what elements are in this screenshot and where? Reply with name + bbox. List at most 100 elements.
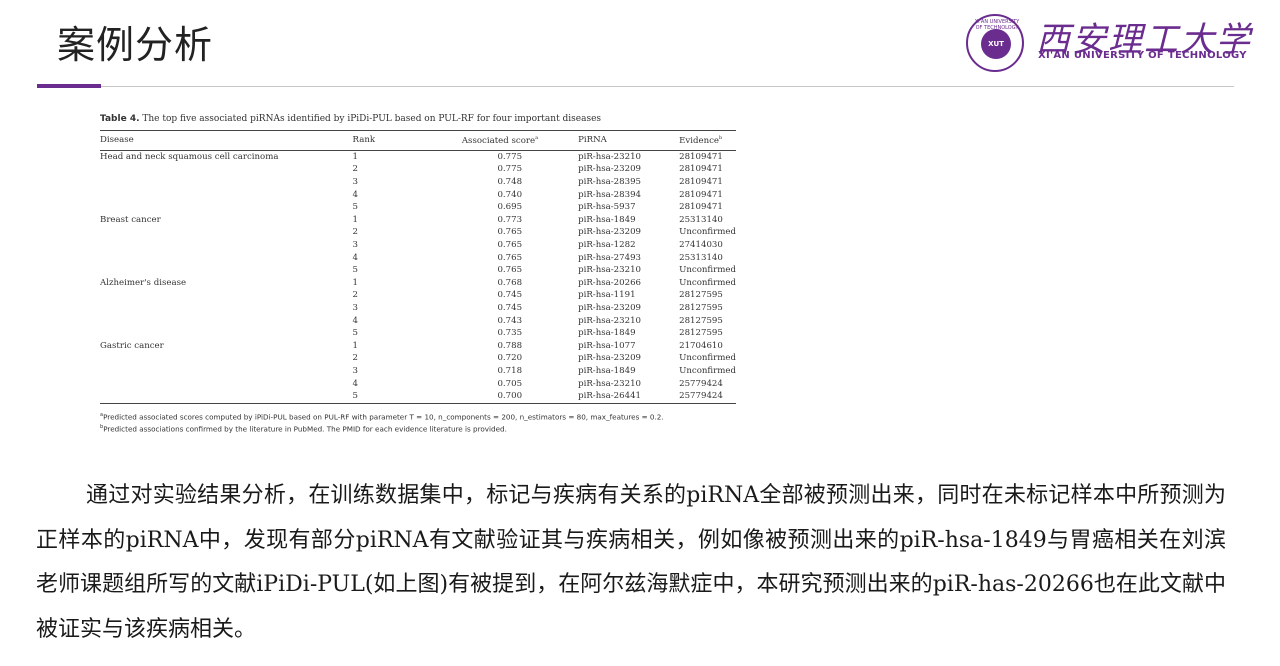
header-disease: Disease: [100, 135, 134, 146]
cell-pirna: piR-hsa-23210: [578, 151, 642, 162]
cell-score: 0.775: [497, 164, 523, 175]
cell-rank: 4: [352, 378, 359, 389]
header-score-label: Associated score: [461, 135, 536, 146]
table-row: 5 0.765 piR-hsa-23210 Unconfirmed: [100, 264, 736, 277]
cell-evidence: 25313140: [679, 214, 723, 225]
cell-pirna: piR-hsa-23209: [578, 302, 642, 313]
table-row: 5 0.695 piR-hsa-5937 28109471: [100, 201, 736, 214]
cell-rank: 5: [352, 265, 359, 276]
cell-evidence: 28109471: [679, 177, 723, 188]
cell-evidence: Unconfirmed: [679, 353, 736, 364]
seal-center-text: XUT: [981, 29, 1011, 59]
cell-score: 0.775: [497, 151, 523, 162]
table-footnotes: aPredicted associated scores computed by…: [100, 410, 736, 435]
footnote-a-mark: a: [100, 411, 104, 418]
cell-score: 0.695: [497, 202, 523, 213]
cell-pirna: piR-hsa-26441: [578, 391, 642, 402]
cell-score: 0.700: [497, 391, 523, 402]
cell-rank: 3: [352, 177, 359, 188]
table-row: 4 0.743 piR-hsa-23210 28127595: [100, 315, 736, 328]
table-row: 3 0.718 piR-hsa-1849 Unconfirmed: [100, 365, 736, 378]
cell-disease: [100, 302, 353, 315]
cell-pirna: piR-hsa-23210: [578, 265, 642, 276]
cell-disease: Alzheimer's disease: [100, 277, 187, 288]
footnote-a: aPredicted associated scores computed by…: [100, 410, 736, 422]
cell-rank: 3: [352, 365, 359, 376]
university-logo: XI'AN UNIVERSITY OF TECHNOLOGY XUT 西安理工大…: [966, 14, 1250, 74]
table-body: Head and neck squamous cell carcinoma 1 0.…: [100, 150, 736, 404]
cell-disease: Breast cancer: [100, 214, 161, 225]
university-seal-icon: XI'AN UNIVERSITY OF TECHNOLOGY XUT: [966, 14, 1024, 72]
header-evidence: Evidenceb: [679, 131, 736, 151]
cell-disease: [100, 378, 353, 391]
cell-evidence: Unconfirmed: [679, 227, 736, 238]
cell-evidence: 28127595: [679, 302, 723, 313]
cell-pirna: piR-hsa-20266: [578, 277, 642, 288]
header-rank: Rank: [352, 135, 376, 146]
cell-score: 0.745: [497, 302, 523, 313]
cell-rank: 1: [352, 151, 359, 162]
cell-rank: 3: [352, 240, 359, 251]
table-figure: Table 4. The top five associated piRNAs …: [100, 114, 736, 435]
cell-evidence: 28109471: [679, 202, 723, 213]
cell-score: 0.705: [497, 378, 523, 389]
cell-disease: [100, 365, 353, 378]
header-divider: [101, 86, 1234, 87]
cell-rank: 2: [352, 227, 359, 238]
cell-evidence: 21704610: [679, 340, 723, 351]
cell-rank: 2: [352, 353, 359, 364]
header-score: Associated scorea: [413, 131, 578, 151]
table-row: 5 0.700 piR-hsa-26441 25779424: [100, 390, 736, 403]
cell-disease: [100, 264, 353, 277]
cell-pirna: piR-hsa-23210: [578, 315, 642, 326]
cell-rank: 1: [352, 340, 359, 351]
footnote-b-text: Predicted associations confirmed by the …: [103, 424, 507, 434]
cell-evidence: Unconfirmed: [679, 277, 736, 288]
cell-evidence: 28109471: [679, 189, 723, 200]
cell-score: 0.745: [497, 290, 523, 301]
cell-score: 0.718: [497, 365, 523, 376]
footnote-b: bPredicted associations confirmed by the…: [100, 422, 736, 434]
cell-disease: [100, 201, 353, 214]
cell-evidence: Unconfirmed: [679, 365, 736, 376]
cell-rank: 2: [352, 290, 359, 301]
cell-pirna: piR-hsa-1849: [578, 365, 636, 376]
cell-score: 0.765: [497, 240, 523, 251]
cell-score: 0.765: [497, 227, 523, 238]
table-row: 2 0.745 piR-hsa-1191 28127595: [100, 289, 736, 302]
cell-pirna: piR-hsa-23210: [578, 378, 642, 389]
pirna-table: Disease Rank Associated scorea PiRNA Evi…: [100, 130, 736, 404]
cell-rank: 5: [352, 391, 359, 402]
cell-score: 0.740: [497, 189, 523, 200]
cell-evidence: 27414030: [679, 240, 723, 251]
header-pirna: PiRNA: [578, 135, 607, 146]
cell-disease: [100, 252, 353, 265]
cell-pirna: piR-hsa-1849: [578, 328, 636, 339]
table-row: 4 0.765 piR-hsa-27493 25313140: [100, 252, 736, 265]
cell-evidence: 25779424: [679, 391, 723, 402]
table-row: Breast cancer 1 0.773 piR-hsa-1849 25313140: [100, 214, 736, 227]
cell-disease: [100, 189, 353, 202]
cell-pirna: piR-hsa-27493: [578, 252, 642, 263]
footnote-b-mark: b: [100, 424, 104, 431]
cell-disease: [100, 163, 353, 176]
cell-evidence: 28127595: [679, 315, 723, 326]
cell-disease: [100, 226, 353, 239]
table-row: 2 0.765 piR-hsa-23209 Unconfirmed: [100, 226, 736, 239]
cell-score: 0.720: [497, 353, 523, 364]
cell-score: 0.735: [497, 328, 523, 339]
cell-evidence: 28109471: [679, 164, 723, 175]
table-row: 3 0.765 piR-hsa-1282 27414030: [100, 239, 736, 252]
table-row: 2 0.720 piR-hsa-23209 Unconfirmed: [100, 352, 736, 365]
cell-evidence: 28127595: [679, 328, 723, 339]
cell-evidence: 28109471: [679, 151, 723, 162]
logo-english-name: XI'AN UNIVERSITY OF TECHNOLOGY: [1038, 50, 1247, 61]
cell-disease: [100, 390, 353, 403]
cell-pirna: piR-hsa-23209: [578, 227, 642, 238]
header-score-sup: a: [535, 135, 539, 141]
cell-score: 0.765: [497, 252, 523, 263]
cell-pirna: piR-hsa-28394: [578, 189, 642, 200]
cell-pirna: piR-hsa-1849: [578, 214, 636, 225]
cell-disease: [100, 352, 353, 365]
cell-disease: [100, 239, 353, 252]
